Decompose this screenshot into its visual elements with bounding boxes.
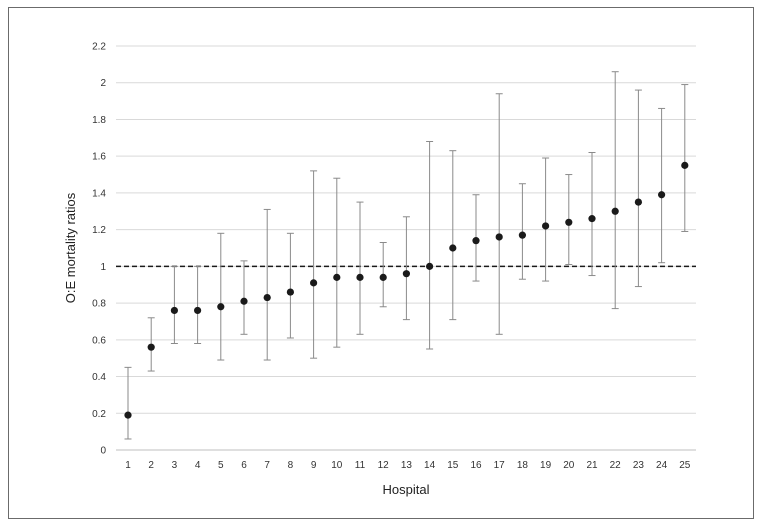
error-bar	[194, 265, 202, 344]
data-point	[518, 231, 527, 239]
error-bar	[286, 232, 294, 339]
data-point	[356, 273, 364, 281]
x-tick-label: 22	[610, 460, 622, 471]
error-bar	[333, 177, 341, 348]
x-tick-label: 12	[378, 460, 390, 471]
data-point	[124, 411, 132, 419]
data-point	[379, 273, 387, 281]
x-tick-labels: 1 2 3 4 5 6 7 8 9 10 11 12 13 14 15 16 17 18 19 20 21 22 23 24 2…	[125, 460, 691, 471]
y-tick-label: 1	[100, 262, 106, 273]
x-tick-label: 9	[311, 460, 317, 471]
error-bar	[124, 366, 132, 440]
data-point	[681, 161, 689, 169]
data-point	[472, 237, 480, 245]
data-point	[634, 198, 643, 206]
data-points	[124, 161, 689, 419]
x-tick-label: 6	[241, 460, 247, 471]
x-tick-label: 20	[563, 460, 575, 471]
y-tick-label: 0.6	[92, 335, 106, 346]
data-point	[402, 270, 410, 278]
y-tick-label: 0	[100, 446, 106, 457]
error-bar	[356, 201, 364, 335]
data-point	[611, 207, 619, 215]
data-point	[495, 233, 503, 241]
x-tick-label: 10	[331, 460, 343, 471]
x-tick-label: 3	[172, 460, 178, 471]
error-bar	[402, 216, 410, 321]
x-tick-label: 8	[288, 460, 294, 471]
x-axis-title: Hospital	[383, 482, 430, 497]
error-bar	[658, 107, 666, 264]
error-bar	[495, 93, 503, 335]
x-tick-label: 19	[540, 460, 552, 471]
x-tick-label: 25	[679, 460, 691, 471]
chart-frame	[8, 7, 754, 519]
x-tick-label: 21	[586, 460, 598, 471]
data-point	[217, 303, 225, 311]
error-bar	[588, 152, 596, 277]
error-bar	[611, 71, 619, 310]
data-point	[240, 297, 248, 305]
error-bars	[124, 71, 689, 440]
error-bar	[170, 265, 178, 344]
y-tick-labels: 0 0.2 0.4 0.6 0.8 1 1.2 1.4 1.6 1.8 2 2.2	[92, 42, 106, 457]
data-point	[658, 191, 666, 199]
data-point	[333, 273, 341, 281]
error-bar	[310, 170, 318, 359]
error-bar	[634, 89, 642, 288]
y-tick-label: 1.6	[92, 152, 106, 163]
error-bar	[518, 183, 526, 280]
y-tick-label: 2	[100, 78, 106, 89]
x-tick-label: 18	[517, 460, 529, 471]
error-bar	[542, 157, 550, 282]
x-tick-label: 23	[633, 460, 645, 471]
data-point	[147, 343, 155, 351]
x-tick-label: 7	[264, 460, 270, 471]
error-bar	[217, 232, 225, 361]
x-tick-label: 11	[355, 460, 366, 471]
data-point	[588, 215, 596, 223]
y-tick-label: 0.4	[92, 372, 106, 383]
x-tick-label: 15	[447, 460, 459, 471]
x-tick-label: 24	[656, 460, 668, 471]
data-point	[170, 306, 178, 315]
y-tick-label: 2.2	[92, 42, 106, 53]
y-tick-label: 1.8	[92, 115, 106, 126]
data-point	[310, 279, 318, 287]
y-tick-label: 0.2	[92, 409, 106, 420]
x-tick-label: 1	[125, 460, 131, 471]
data-point	[194, 306, 202, 315]
x-tick-label: 4	[195, 460, 201, 471]
y-axis-title: O:E mortality ratios	[63, 192, 78, 303]
data-point	[449, 244, 457, 252]
error-bar	[263, 208, 271, 361]
y-tick-label: 1.2	[92, 225, 106, 236]
y-tick-label: 0.8	[92, 299, 106, 310]
x-tick-label: 13	[401, 460, 413, 471]
x-tick-label: 14	[424, 460, 436, 471]
error-bar	[426, 140, 434, 350]
data-point	[426, 262, 434, 270]
error-bar	[449, 150, 457, 321]
error-bar	[240, 260, 248, 335]
y-tick-label: 1.4	[92, 188, 106, 199]
data-point	[542, 222, 550, 230]
data-point	[263, 293, 271, 302]
x-tick-label: 2	[148, 460, 154, 471]
data-point	[565, 218, 573, 226]
error-bar	[681, 84, 689, 232]
data-point	[286, 288, 294, 296]
x-tick-label: 5	[218, 460, 224, 471]
x-tick-label: 17	[494, 460, 506, 471]
x-tick-label: 16	[470, 460, 482, 471]
